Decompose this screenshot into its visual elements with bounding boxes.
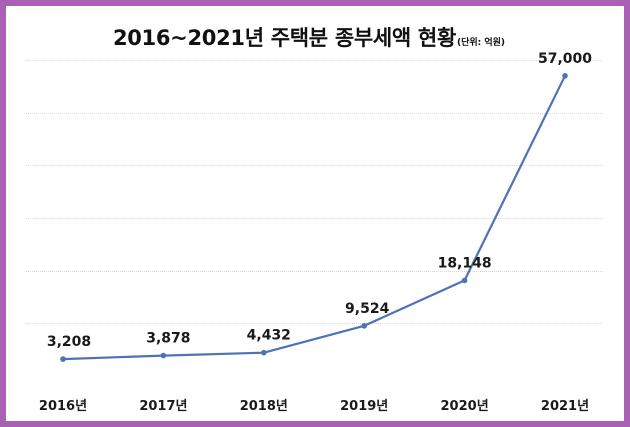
chart-title: 2016~2021년 주택분 종부세액 현황 [112, 26, 456, 50]
data-point [160, 352, 167, 359]
x-tick-label: 2016년 [39, 399, 87, 414]
data-point [461, 277, 468, 284]
chart-unit-label: (단위: 억원) [456, 38, 506, 48]
data-label: 3,208 [47, 334, 91, 350]
x-tick-label: 2017년 [139, 399, 187, 414]
data-point [361, 323, 368, 329]
series-line [62, 75, 566, 361]
chart-title-row: 2016~2021년 주택분 종부세액 현황(단위: 억원) [0, 22, 618, 52]
data-label: 3,878 [146, 331, 190, 347]
data-point [261, 349, 267, 356]
data-label: 18,148 [438, 255, 492, 271]
data-point [60, 356, 66, 362]
data-label: 4,432 [247, 328, 291, 344]
x-tick-label: 2020년 [441, 399, 489, 414]
x-tick-label: 2018년 [240, 399, 288, 414]
x-tick-label: 2019년 [340, 399, 388, 414]
data-label: 57,000 [538, 51, 592, 67]
x-tick-label: 2021년 [541, 399, 589, 414]
data-label: 9,524 [345, 301, 390, 317]
data-point [562, 73, 568, 79]
